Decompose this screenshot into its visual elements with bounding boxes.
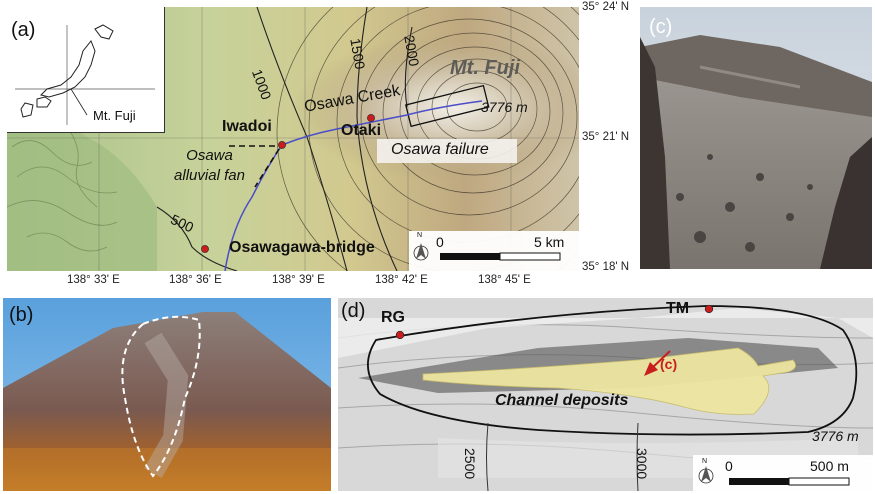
north-arrow-icon: N <box>417 232 423 239</box>
site-iwadoi-label: Iwadoi <box>222 118 272 135</box>
lon-tick-label: 138° 39' E <box>272 274 325 286</box>
panel-a-tag: (a) <box>11 19 36 41</box>
lon-tick-label: 138° 33' E <box>67 274 120 286</box>
scale-start-label: 0 <box>436 234 444 250</box>
contour-label-2500: 2500 <box>462 448 478 480</box>
site-tm-label: TM <box>666 300 690 317</box>
channel-deposits-label: Channel deposits <box>495 392 629 409</box>
japan-inset: Mt. Fuji <box>7 7 165 133</box>
lat-tick-label: 35° 21' N <box>582 131 630 143</box>
site-otaki-label: Otaki <box>341 122 382 139</box>
panel-d-tag: (d) <box>341 300 366 322</box>
panel-a-map: Mt. Fuji (a) 1000 1500 2000 500 Mt. Fuji… <box>7 7 579 271</box>
lon-tick-label: 138° 42' E <box>375 274 428 286</box>
lat-tick-label: 35° 18' N <box>582 261 630 273</box>
fan-name-label: Osawa alluvial fan <box>174 147 245 184</box>
contour-label-3000: 3000 <box>634 448 650 480</box>
scale-end-label: 5 km <box>534 234 565 250</box>
panel-c-tag: (c) <box>649 16 673 38</box>
peak-elevation-label: 3776 m <box>481 99 528 115</box>
photo-ref-label: (c) <box>660 356 678 372</box>
inset-mt-fuji-label: Mt. Fuji <box>93 108 136 123</box>
lon-tick-label: 138° 45' E <box>478 274 531 286</box>
site-osawagawa-bridge-label: Osawagawa-bridge <box>229 239 375 256</box>
panel-c-photo: (c) <box>640 7 872 269</box>
scale-start-label: 0 <box>725 458 733 474</box>
panel-d-map: (d) RG TM (c) Channel deposits 2500 3000… <box>338 298 873 491</box>
failure-name-label: Osawa failure <box>391 141 489 158</box>
panel-c-photo-graphic <box>640 7 872 269</box>
panel-b-photo: (b) <box>3 298 331 491</box>
lat-tick-label: 35° 24' N <box>582 1 630 13</box>
lon-tick-label: 138° 36' E <box>169 274 222 286</box>
peak-elevation-label: 3776 m <box>812 428 859 444</box>
peak-name-label: Mt. Fuji <box>450 57 520 79</box>
panel-b-photo-graphic <box>3 298 331 491</box>
panel-d-map-graphic <box>338 298 873 491</box>
japan-outline-graphic <box>15 24 155 125</box>
site-rg-label: RG <box>381 309 405 326</box>
panel-b-tag: (b) <box>9 304 34 326</box>
north-arrow-icon: N <box>702 458 708 465</box>
scale-end-label: 500 m <box>810 458 849 474</box>
